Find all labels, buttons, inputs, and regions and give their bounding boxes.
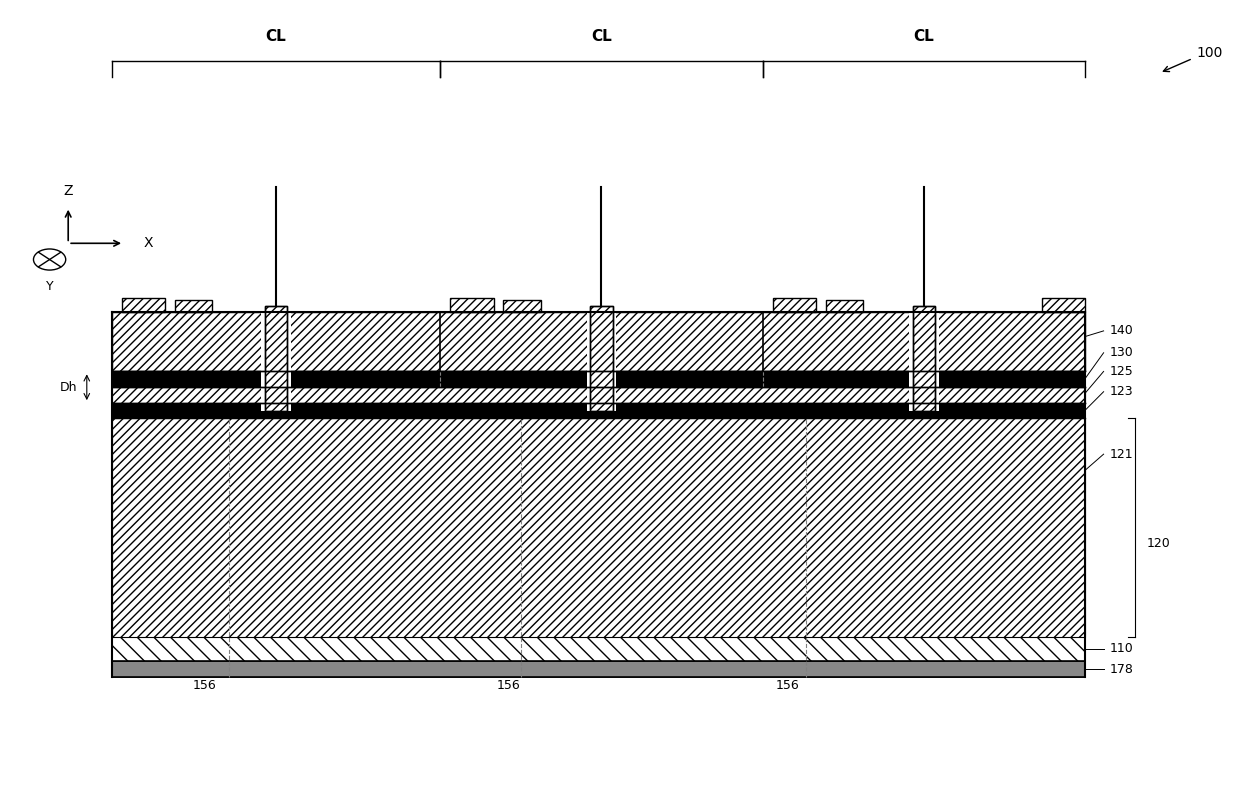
Bar: [112, 661, 1085, 677]
Text: CL: CL: [265, 29, 286, 44]
Bar: [112, 387, 1085, 403]
Bar: [913, 306, 935, 411]
Bar: [590, 306, 613, 411]
Text: 110: 110: [1110, 642, 1133, 655]
Bar: [112, 637, 1085, 661]
Text: 125: 125: [1110, 365, 1133, 378]
Bar: [450, 298, 494, 312]
Text: CL: CL: [591, 29, 611, 44]
Bar: [503, 300, 541, 312]
Text: 121: 121: [1110, 448, 1133, 461]
Bar: [112, 312, 1085, 371]
Text: Z: Z: [63, 183, 73, 198]
Bar: [112, 403, 1085, 418]
Bar: [112, 418, 1085, 637]
Bar: [826, 300, 863, 312]
Bar: [1042, 298, 1085, 312]
Bar: [112, 371, 1085, 387]
Text: 120: 120: [1147, 537, 1171, 550]
Text: Y: Y: [46, 280, 53, 293]
Text: CL: CL: [914, 29, 934, 44]
Text: 156: 156: [192, 679, 217, 692]
Circle shape: [33, 249, 66, 270]
Text: X: X: [144, 236, 154, 251]
Bar: [587, 306, 616, 411]
Bar: [913, 306, 935, 411]
Bar: [773, 298, 816, 312]
Text: Dh: Dh: [60, 380, 77, 394]
Bar: [260, 306, 290, 411]
Bar: [909, 306, 939, 411]
Text: 178: 178: [1110, 663, 1133, 676]
Text: 140: 140: [1110, 324, 1133, 337]
Bar: [175, 300, 212, 312]
Bar: [122, 298, 165, 312]
Bar: [112, 661, 1085, 677]
Text: 123: 123: [1110, 385, 1133, 398]
Text: 156: 156: [496, 679, 521, 692]
Text: 100: 100: [1197, 45, 1223, 60]
Text: 156: 156: [775, 679, 800, 692]
Bar: [264, 306, 286, 411]
Text: 130: 130: [1110, 346, 1133, 359]
Bar: [590, 306, 613, 411]
Bar: [264, 306, 286, 411]
